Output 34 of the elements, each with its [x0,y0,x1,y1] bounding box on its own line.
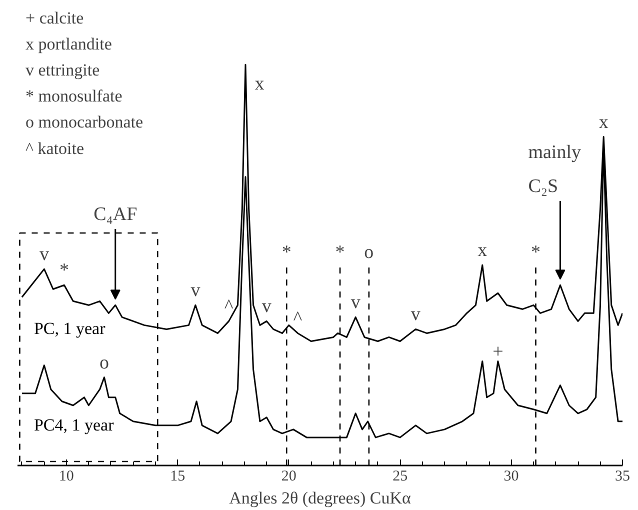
annotation: * monosulfate [26,86,122,106]
text: + calcite [26,8,84,28]
annotation: o monocarbonate [26,112,144,132]
annotation: ^ katoite [26,138,84,158]
annotation: x [478,240,488,262]
annotation: ^ [293,308,302,330]
annotation: + [492,341,504,362]
ref-line-label: o [364,242,374,264]
annotation: v [262,296,272,318]
annotation: * [59,260,69,282]
ref-line-label: * [282,242,292,264]
annotation: v ettringite [26,60,100,80]
legend-label: PC, 1 year [34,319,106,338]
annotation: x [254,74,265,95]
x-tick-label: 35 [615,468,630,484]
x-axis-title: Angles 2θ (degrees) CuKα [229,488,411,508]
x-tick-label: 15 [170,468,186,484]
text: x portlandite [26,34,112,54]
annotation: mainly C₂S [528,142,582,197]
series-label: PC4, 1 year [34,415,114,434]
x-tick-label: 30 [504,468,519,484]
x-tick-label: 10 [58,468,74,484]
annotation: o [99,352,109,374]
annotation: v [350,292,361,314]
annotation: x [598,112,609,133]
x-tick-label: 25 [392,468,408,484]
annotation: v [39,244,50,266]
annotation: C₄AF [94,204,138,225]
annotation: v [190,280,201,302]
ref-line-label: * [335,242,345,264]
annotation: ^ [224,296,234,318]
ref-line-label: * [531,242,541,264]
annotation: v [410,304,421,326]
x-tick-label: 20 [281,468,296,484]
